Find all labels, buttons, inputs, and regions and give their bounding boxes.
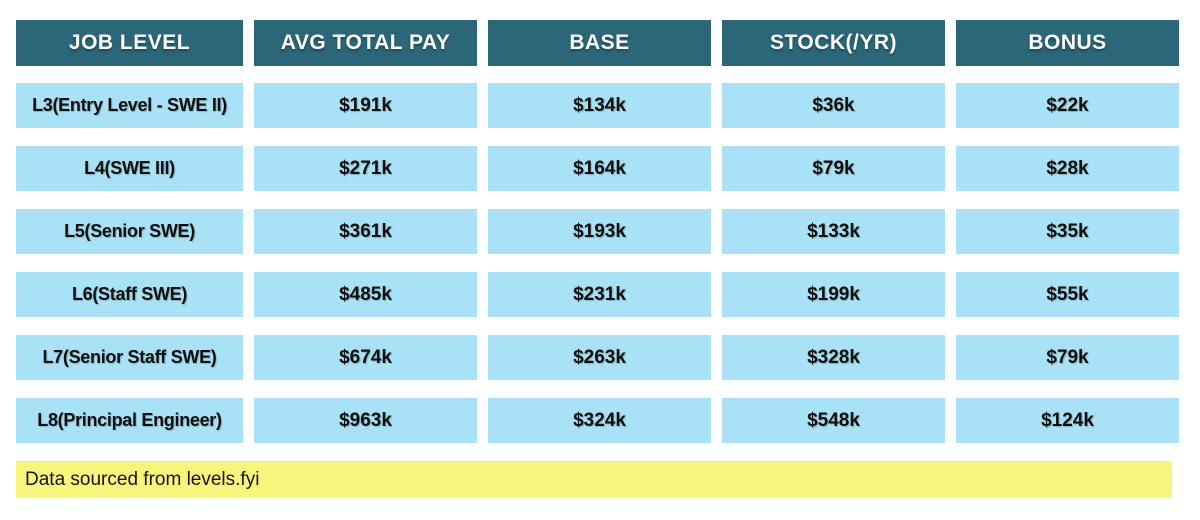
cell-level: L8(Principal Engineer): [16, 398, 243, 443]
column-header-base: BASE: [488, 20, 711, 66]
cell-total-pay: $191k: [254, 83, 477, 128]
source-note-bar: Data sourced from levels.fyi: [16, 461, 1172, 498]
cell-total-pay: $963k: [254, 398, 477, 443]
table-row-l5: L5(Senior SWE) $361k $193k $133k $35k: [16, 209, 1179, 254]
cell-stock: $328k: [722, 335, 945, 380]
cell-bonus: $22k: [956, 83, 1179, 128]
cell-bonus: $55k: [956, 272, 1179, 317]
cell-base: $164k: [488, 146, 711, 191]
cell-bonus: $79k: [956, 335, 1179, 380]
cell-level: L3(Entry Level - SWE II): [16, 83, 243, 128]
cell-base: $231k: [488, 272, 711, 317]
cell-bonus: $124k: [956, 398, 1179, 443]
cell-total-pay: $674k: [254, 335, 477, 380]
source-note-text: Data sourced from levels.fyi: [25, 468, 260, 490]
cell-level: L4(SWE III): [16, 146, 243, 191]
table-row-l8: L8(Principal Engineer) $963k $324k $548k…: [16, 398, 1179, 443]
cell-total-pay: $361k: [254, 209, 477, 254]
cell-stock: $199k: [722, 272, 945, 317]
column-header-job-level: JOB LEVEL: [16, 20, 243, 66]
cell-stock: $36k: [722, 83, 945, 128]
cell-total-pay: $485k: [254, 272, 477, 317]
cell-level: L5(Senior SWE): [16, 209, 243, 254]
table-row-l6: L6(Staff SWE) $485k $231k $199k $55k: [16, 272, 1179, 317]
cell-bonus: $35k: [956, 209, 1179, 254]
cell-stock: $548k: [722, 398, 945, 443]
table-row-l3: L3(Entry Level - SWE II) $191k $134k $36…: [16, 83, 1179, 128]
cell-total-pay: $271k: [254, 146, 477, 191]
column-header-avg-total-pay: AVG TOTAL PAY: [254, 20, 477, 66]
table-row-l7: L7(Senior Staff SWE) $674k $263k $328k $…: [16, 335, 1179, 380]
cell-base: $193k: [488, 209, 711, 254]
table-header-row: JOB LEVEL AVG TOTAL PAY BASE STOCK(/YR) …: [16, 20, 1179, 66]
cell-base: $324k: [488, 398, 711, 443]
cell-level: L6(Staff SWE): [16, 272, 243, 317]
cell-level: L7(Senior Staff SWE): [16, 335, 243, 380]
cell-stock: $79k: [722, 146, 945, 191]
cell-stock: $133k: [722, 209, 945, 254]
table-row-l4: L4(SWE III) $271k $164k $79k $28k: [16, 146, 1179, 191]
column-header-bonus: BONUS: [956, 20, 1179, 66]
column-header-stock: STOCK(/YR): [722, 20, 945, 66]
cell-base: $134k: [488, 83, 711, 128]
cell-bonus: $28k: [956, 146, 1179, 191]
compensation-table: JOB LEVEL AVG TOTAL PAY BASE STOCK(/YR) …: [16, 20, 1179, 498]
cell-base: $263k: [488, 335, 711, 380]
